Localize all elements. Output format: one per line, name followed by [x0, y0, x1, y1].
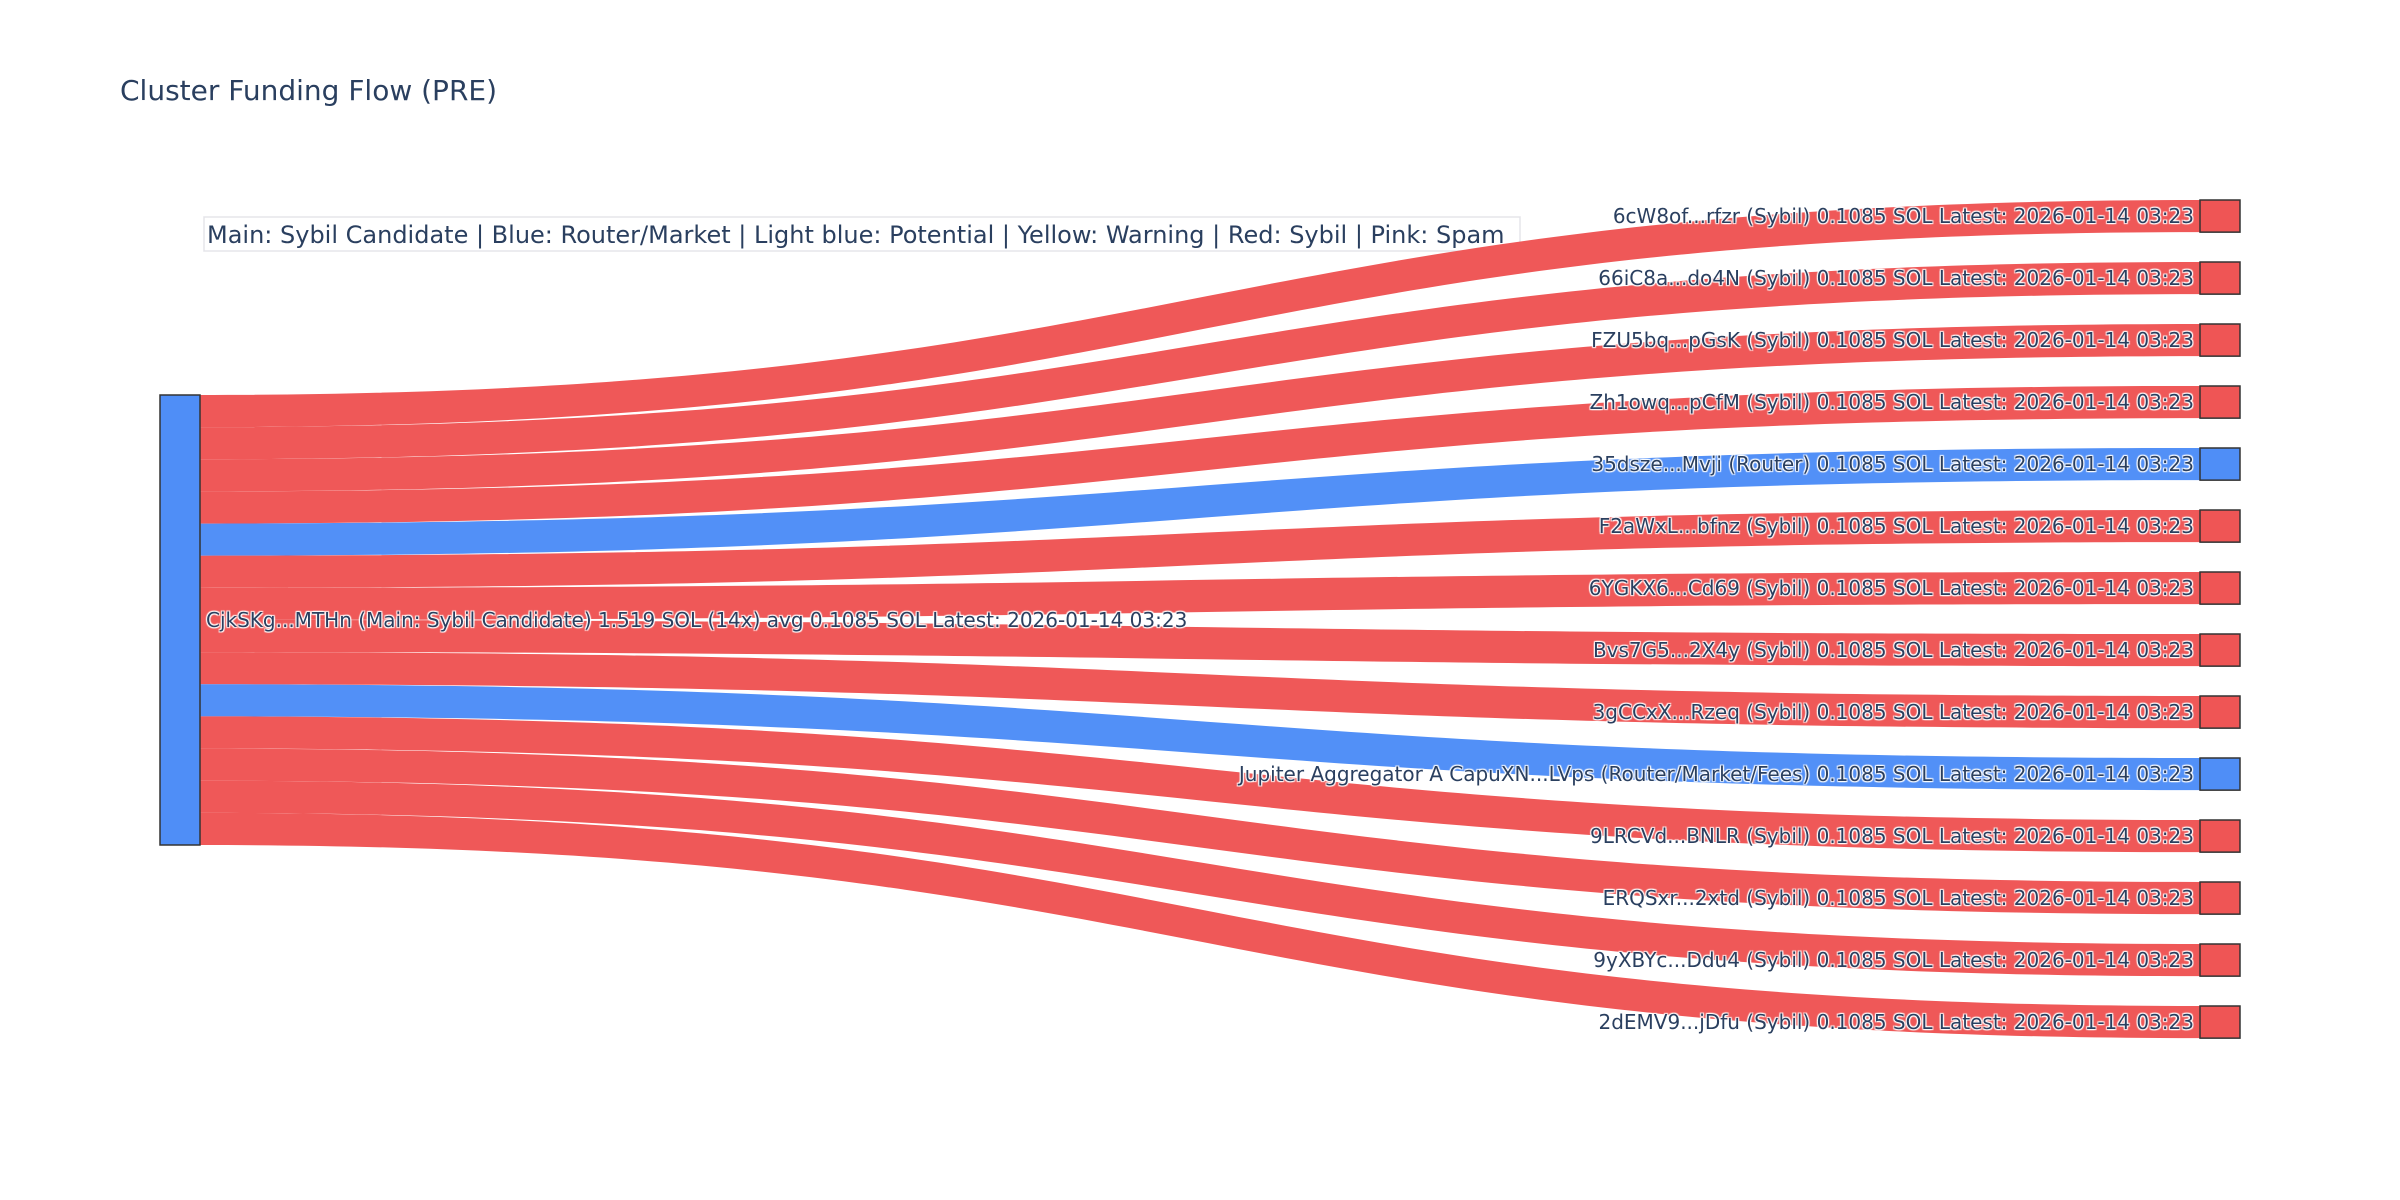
- target-node-label: 6YGKX6...Cd69 (Sybil) 0.1085 SOL Latest:…: [1589, 576, 2194, 600]
- target-node[interactable]: [2199, 199, 2241, 233]
- legend-annotation: Main: Sybil Candidate | Blue: Router/Mar…: [207, 221, 1505, 249]
- links-layer: [200, 200, 2200, 1039]
- flow-link[interactable]: [200, 684, 2200, 791]
- target-node-label: FZU5bq...pGsK (Sybil) 0.1085 SOL Latest:…: [1591, 328, 2194, 352]
- flow-link[interactable]: [200, 510, 2200, 588]
- target-node[interactable]: [2199, 881, 2241, 915]
- flow-link[interactable]: [200, 262, 2200, 460]
- target-node[interactable]: [2199, 385, 2241, 419]
- target-node[interactable]: [2199, 571, 2241, 605]
- target-node[interactable]: [2199, 1005, 2241, 1039]
- target-node[interactable]: [2199, 633, 2241, 667]
- target-node[interactable]: [2199, 819, 2241, 853]
- target-node[interactable]: [2199, 943, 2241, 977]
- flow-link[interactable]: [200, 748, 2200, 915]
- target-node-label: 9yXBYc...Ddu4 (Sybil) 0.1085 SOL Latest:…: [1593, 948, 2194, 972]
- flow-link[interactable]: [200, 324, 2200, 492]
- target-node[interactable]: [2199, 323, 2241, 357]
- target-node-label: Jupiter Aggregator A CapuXN...LVps (Rout…: [1237, 762, 2194, 786]
- target-node-label: Zh1owq...pCfM (Sybil) 0.1085 SOL Latest:…: [1590, 390, 2194, 414]
- source-node-label: CjkSKg...MTHn (Main: Sybil Candidate) 1.…: [206, 608, 1187, 632]
- nodes-layer: [159, 199, 2241, 1039]
- source-node[interactable]: [159, 394, 201, 846]
- target-node-label: 66iC8a...do4N (Sybil) 0.1085 SOL Latest:…: [1598, 266, 2194, 290]
- flow-link[interactable]: [200, 620, 2200, 667]
- target-node-label: ERQSxr...2xtd (Sybil) 0.1085 SOL Latest:…: [1603, 886, 2194, 910]
- flow-link[interactable]: [200, 812, 2200, 1039]
- flow-link[interactable]: [200, 716, 2200, 853]
- chart-title: Cluster Funding Flow (PRE): [120, 74, 497, 107]
- flow-link[interactable]: [200, 386, 2200, 524]
- annotation-box: [203, 216, 1521, 252]
- target-node-label: Bvs7G5...2X4y (Sybil) 0.1085 SOL Latest:…: [1593, 638, 2194, 662]
- flow-link[interactable]: [200, 652, 2200, 729]
- target-node-label: 9LRCVd...BNLR (Sybil) 0.1085 SOL Latest:…: [1590, 824, 2194, 848]
- labels-layer: 6cW8of...rfzr (Sybil) 0.1085 SOL Latest:…: [206, 204, 2194, 1034]
- target-node-label: 35dsze...Mvji (Router) 0.1085 SOL Latest…: [1591, 452, 2194, 476]
- target-node[interactable]: [2199, 509, 2241, 543]
- target-node[interactable]: [2199, 447, 2241, 481]
- target-node-label: 2dEMV9...jDfu (Sybil) 0.1085 SOL Latest:…: [1598, 1010, 2194, 1034]
- flow-link[interactable]: [200, 780, 2200, 977]
- target-node[interactable]: [2199, 695, 2241, 729]
- flow-link[interactable]: [200, 448, 2200, 556]
- target-node[interactable]: [2199, 757, 2241, 791]
- flow-link[interactable]: [200, 200, 2200, 428]
- target-node[interactable]: [2199, 261, 2241, 295]
- target-node-label: F2aWxL...bfnz (Sybil) 0.1085 SOL Latest:…: [1599, 514, 2194, 538]
- target-node-label: 3gCCxX...Rzeq (Sybil) 0.1085 SOL Latest:…: [1593, 700, 2194, 724]
- target-node-label: 6cW8of...rfzr (Sybil) 0.1085 SOL Latest:…: [1613, 204, 2194, 228]
- flow-link[interactable]: [200, 572, 2200, 620]
